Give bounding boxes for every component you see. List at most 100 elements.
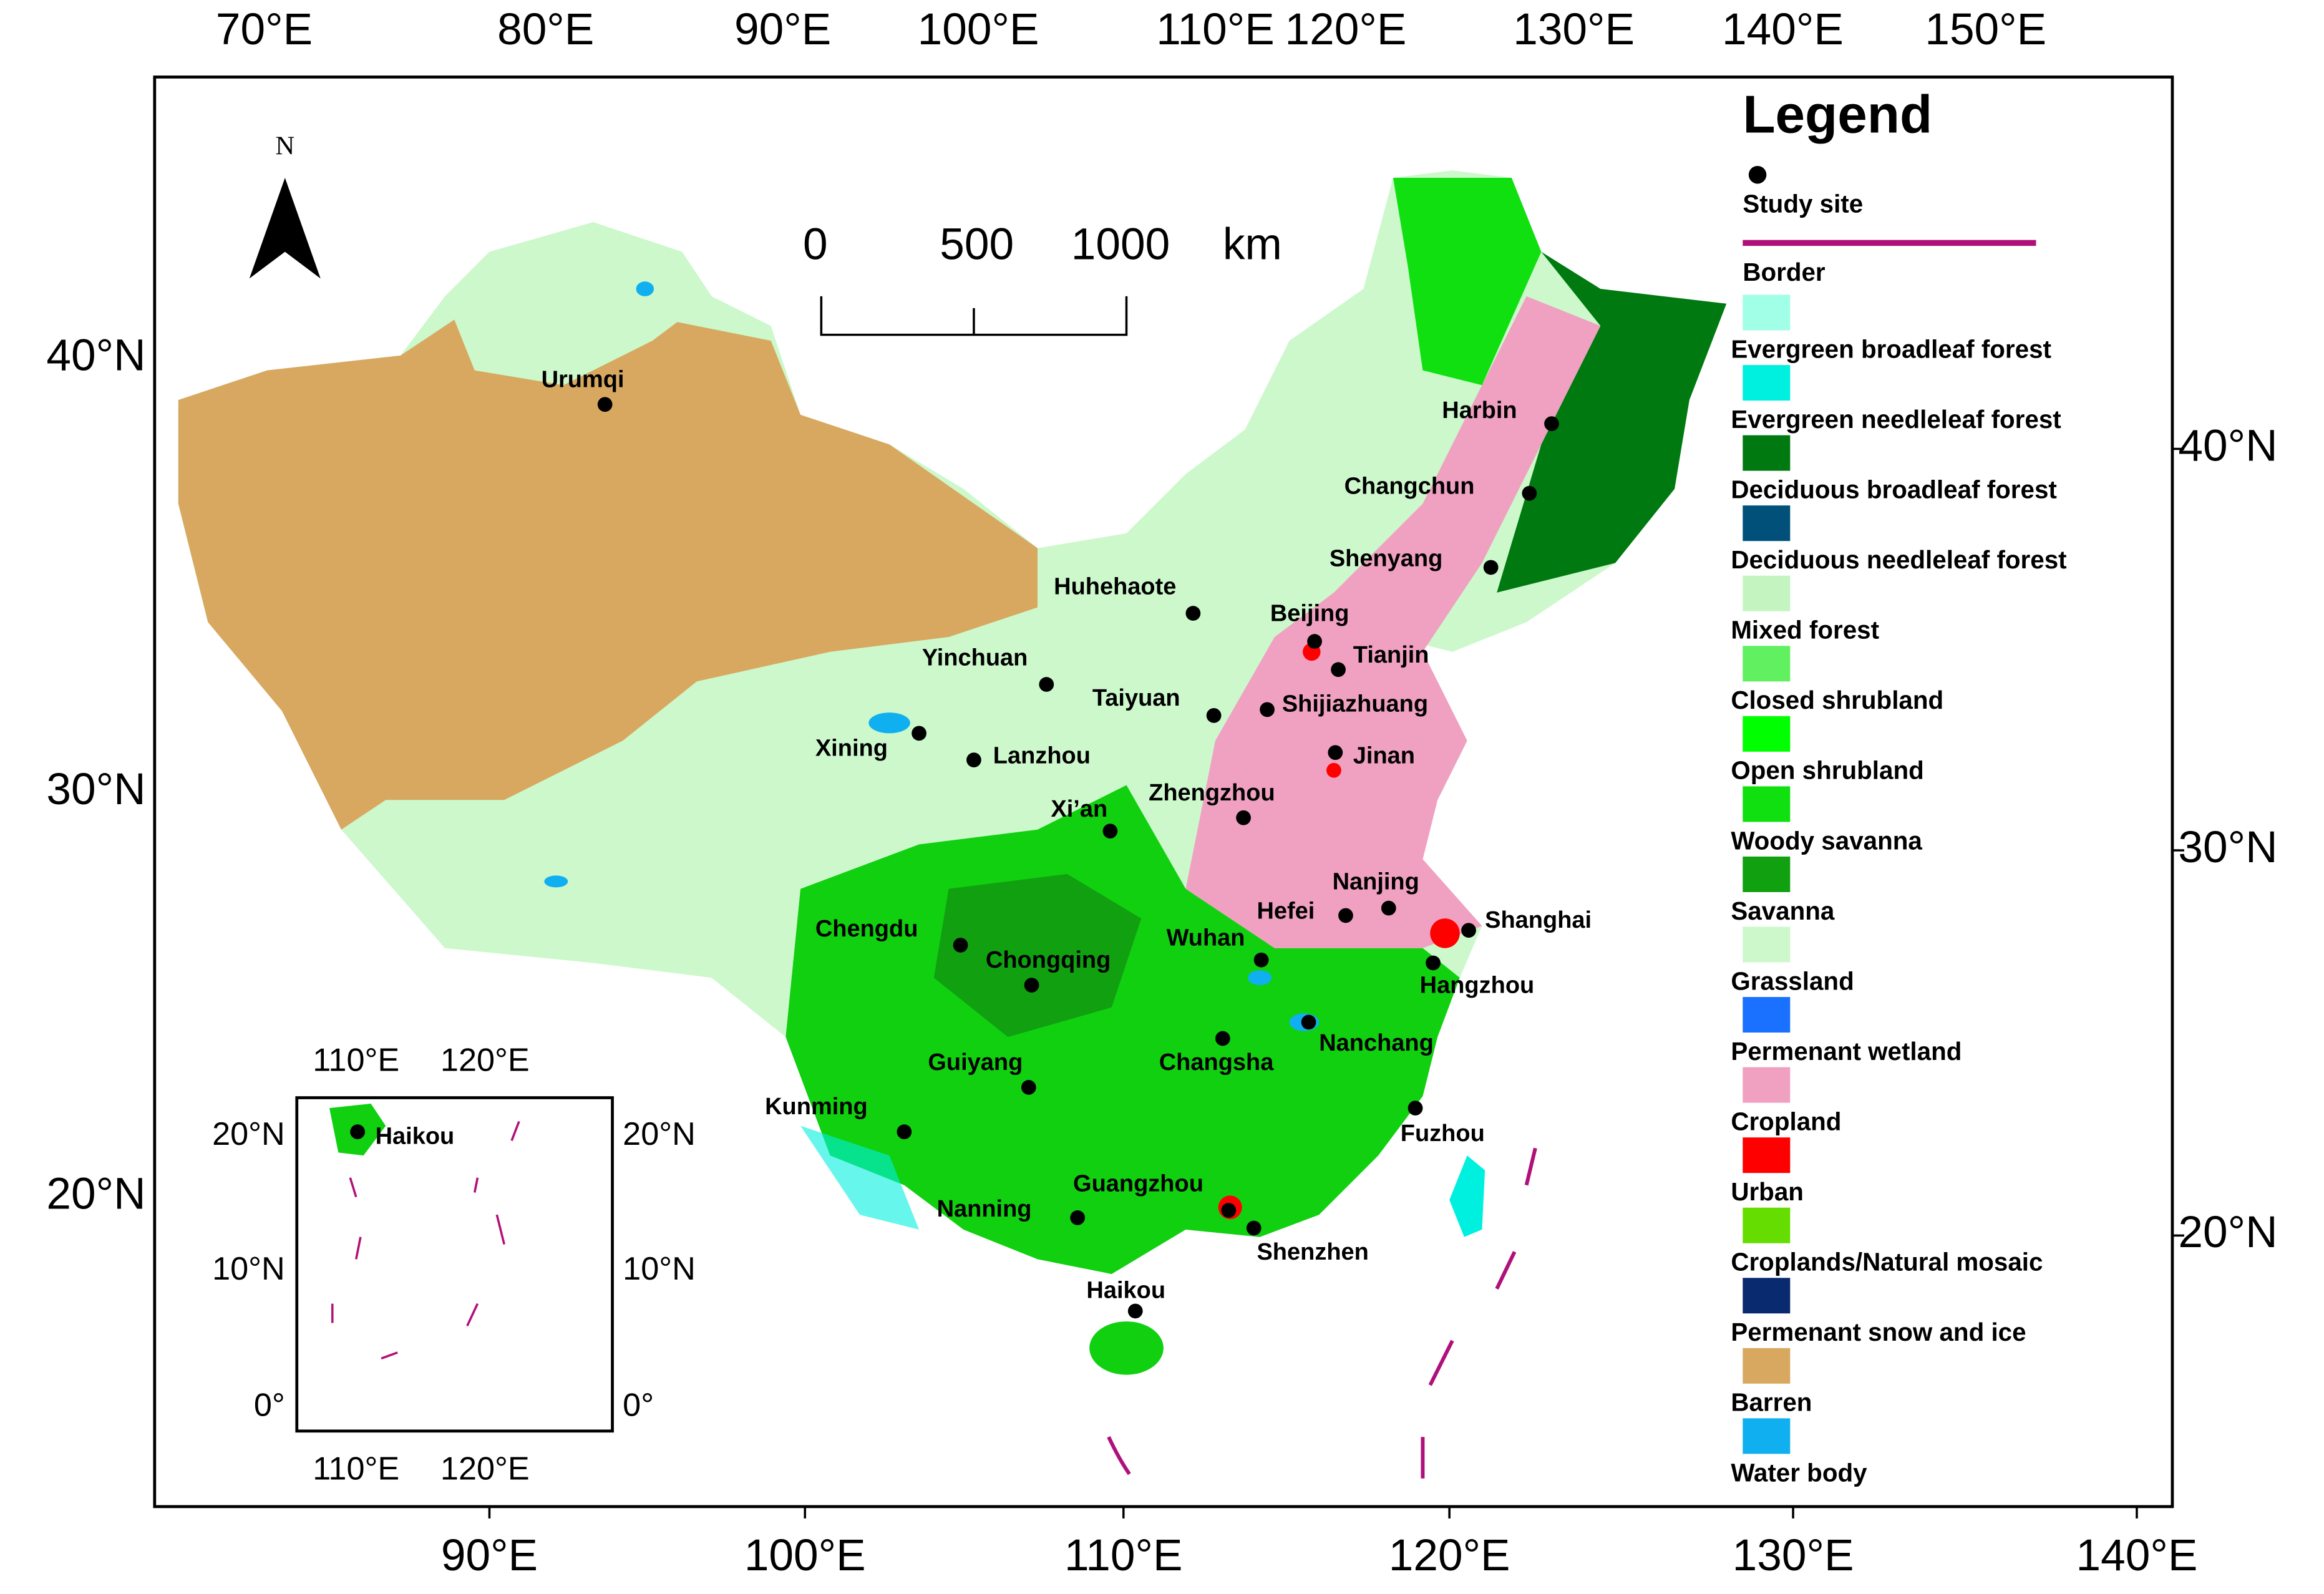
inset-city-label: Haikou — [376, 1124, 455, 1150]
study-site-dot — [1408, 1101, 1423, 1116]
legend-swatch — [1743, 1348, 1791, 1384]
city-label: Guiyang — [928, 1049, 1023, 1076]
legend-swatch — [1743, 365, 1791, 401]
study-site-dot — [1039, 677, 1054, 692]
study-site-dot — [1331, 662, 1346, 678]
city-label: Xining — [815, 736, 888, 762]
top-axis-label: 90°E — [734, 5, 831, 54]
inset-bottom-label: 110°E — [313, 1451, 399, 1487]
legend-label: Evergreen broadleaf forest — [1731, 334, 2051, 363]
legend-label: Deciduous needleleaf forest — [1731, 545, 2066, 574]
border-dash — [1495, 1251, 1517, 1290]
legend-label: Woody savanna — [1731, 826, 1922, 855]
inset-top-label: 120°E — [440, 1042, 530, 1078]
legend-label: Water body — [1731, 1458, 1867, 1487]
city-label: Beijing — [1270, 600, 1349, 626]
city-label: Yinchuan — [922, 645, 1028, 671]
legend-label: Evergreen needleleaf forest — [1731, 405, 2061, 434]
legend-swatch — [1743, 716, 1791, 752]
inset-right-label: 0° — [623, 1387, 654, 1424]
bottom-axis-label: 90°E — [441, 1531, 538, 1580]
city-label: Jinan — [1353, 742, 1415, 769]
city-label: Lanzhou — [993, 742, 1091, 769]
legend-label: Permenant snow and ice — [1731, 1318, 2026, 1346]
study-site-dot — [1102, 824, 1118, 838]
legend-swatch — [1743, 1067, 1791, 1103]
inset-map: 110°E 120°E 110°E 120°E 20°N 10°N 0° 20°N 10°N 0°… — [212, 1042, 696, 1487]
scale-bar — [820, 296, 1128, 336]
city-label: Taiyuan — [1092, 685, 1180, 711]
study-site-dot — [1544, 416, 1559, 431]
study-site-dot — [1253, 952, 1269, 968]
border-dashes — [1107, 1147, 1537, 1479]
lake — [868, 712, 910, 734]
bottom-axis-label: 100°E — [744, 1531, 866, 1580]
bottom-axis-label: 140°E — [2076, 1531, 2198, 1580]
khingan-forest — [1393, 177, 1542, 386]
study-site-dot — [966, 752, 981, 768]
city-label: Wuhan — [1167, 925, 1245, 951]
legend-swatch — [1743, 1137, 1791, 1174]
study-site-dot — [1381, 900, 1396, 916]
study-site-dot — [1215, 1031, 1230, 1046]
city-label: Zhengzhou — [1149, 780, 1275, 806]
study-site-dot — [1260, 702, 1275, 717]
city-label: Shenyang — [1330, 546, 1443, 572]
legend-swatch — [1743, 505, 1791, 542]
legend: Legend Study site Border Evergreen broadlea… — [1731, 85, 2066, 1487]
top-axis-label: 120°E — [1285, 5, 1407, 54]
study-site-dot — [1206, 708, 1222, 723]
evergreen-southwest — [800, 1125, 920, 1230]
urban-area — [1430, 918, 1460, 948]
legend-label: Study site — [1743, 190, 1863, 218]
legend-swatch — [1743, 294, 1791, 331]
inset-top-label: 110°E — [313, 1042, 399, 1078]
city-label: Nanning — [937, 1196, 1032, 1222]
scale-bar-label: 0 — [803, 220, 828, 269]
legend-label: Border — [1743, 258, 1826, 286]
right-axis-label: 40°N — [2178, 421, 2277, 470]
legend-label: Urban — [1731, 1177, 1804, 1206]
top-axis-label: 70°E — [216, 5, 313, 54]
taiwan-island — [1449, 1155, 1485, 1237]
inset-left-label: 10°N — [212, 1251, 285, 1287]
study-site-dot — [1246, 1220, 1262, 1236]
city-label: Hangzhou — [1420, 972, 1535, 998]
study-site-dot — [597, 397, 613, 412]
city-label: Changsha — [1159, 1049, 1274, 1076]
study-site-dot — [1301, 1014, 1316, 1030]
inset-left-label: 0° — [254, 1387, 285, 1424]
legend-swatch — [1743, 856, 1791, 892]
study-site-dot — [1461, 923, 1476, 938]
legend-swatch — [1743, 786, 1791, 822]
legend-study-site — [1748, 165, 1767, 184]
left-axis-label: 30°N — [46, 765, 145, 814]
legend-swatch — [1743, 435, 1791, 471]
study-site-dot — [1338, 908, 1353, 923]
border-dash — [1428, 1339, 1454, 1386]
legend-label: Barren — [1731, 1388, 1812, 1417]
north-arrow-shape — [249, 177, 321, 279]
legend-label: Open shrubland — [1731, 756, 1923, 785]
northeast-forest — [1497, 251, 1727, 593]
legend-swatch — [1743, 646, 1791, 682]
lake — [636, 281, 654, 296]
city-label: Urumqi — [542, 366, 625, 392]
study-site-dot — [953, 938, 968, 953]
lake — [544, 875, 568, 888]
scale-bar-label: 500 — [940, 220, 1014, 269]
savanna-patch — [933, 873, 1142, 1038]
inset-study-site — [350, 1124, 365, 1140]
legend-swatch — [1743, 997, 1791, 1033]
study-site-dot — [1483, 560, 1499, 575]
study-site-dot — [1236, 810, 1251, 825]
border-dash — [1524, 1147, 1537, 1186]
north-arrow: N — [249, 131, 321, 279]
legend-label: Grassland — [1731, 966, 1854, 995]
barren-region — [178, 296, 1038, 830]
north-xinjiang — [445, 222, 712, 386]
city-label: Kunming — [765, 1094, 868, 1120]
city-label: Shanghai — [1485, 907, 1592, 933]
left-axis-label: 40°N — [46, 331, 145, 380]
legend-label: Mixed forest — [1731, 616, 1879, 644]
